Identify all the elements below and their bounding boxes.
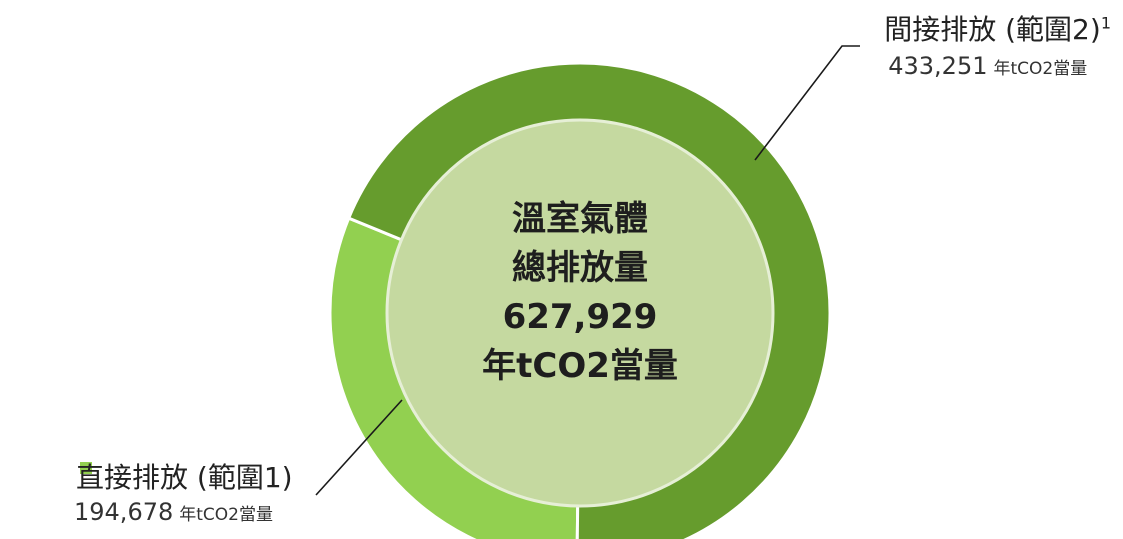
center-label: 溫室氣體 總排放量 627,929 年tCO2當量 bbox=[460, 195, 700, 391]
callout-scope2-unit: 年tCO2當量 bbox=[993, 59, 1088, 79]
callout-scope1-value: 194,678 bbox=[74, 498, 174, 526]
center-line2: 總排放量 bbox=[512, 248, 648, 288]
callout-scope1-unit: 年tCO2當量 bbox=[179, 505, 273, 525]
callout-scope1: 直接排放 (範圍1) 194,678 年tCO2當量 bbox=[74, 456, 293, 526]
center-disc bbox=[385, 118, 775, 508]
leader-line-scope1 bbox=[315, 399, 403, 496]
callout-scope1-name: 直接排放 (範圍1) bbox=[76, 461, 293, 494]
callout-scope2: 間接排放 (範圍2)1 433,251 年tCO2當量 bbox=[884, 8, 1111, 80]
callout-scope2-value: 433,251 bbox=[888, 52, 988, 80]
leader-line-scope2 bbox=[754, 45, 860, 161]
legend-swatch-scope1 bbox=[80, 462, 92, 474]
center-unit: 年tCO2當量 bbox=[482, 346, 678, 386]
center-total: 627,929 bbox=[502, 297, 658, 337]
footnote-marker: 1 bbox=[1100, 13, 1111, 33]
leader-lines bbox=[315, 45, 860, 496]
center-line1: 溫室氣體 bbox=[512, 199, 648, 239]
callout-scope2-name: 間接排放 (範圍2) bbox=[884, 13, 1101, 46]
